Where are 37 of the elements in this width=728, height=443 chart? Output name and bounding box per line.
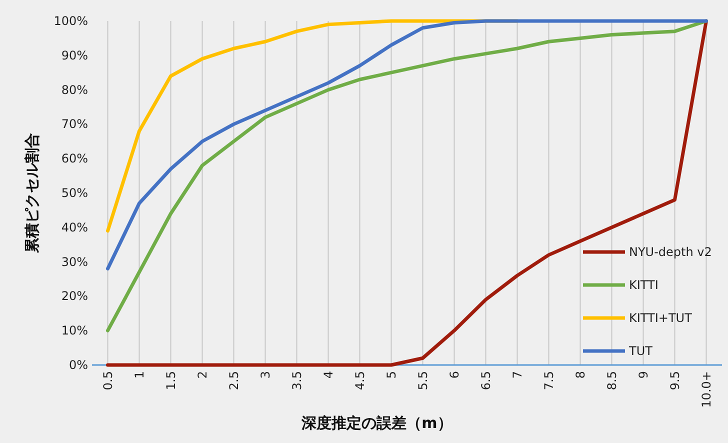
x-tick-label: 7.5 bbox=[542, 371, 556, 390]
x-tick-label: 2 bbox=[195, 371, 210, 379]
x-tick-label: 1.5 bbox=[164, 371, 178, 390]
x-tick-label: 9.5 bbox=[668, 371, 682, 390]
x-tick-label: 8.5 bbox=[604, 371, 619, 390]
legend-label: KITTI bbox=[629, 278, 658, 292]
x-tick-label: 6 bbox=[447, 371, 462, 379]
y-axis-title: 累積ピクセル割合 bbox=[23, 133, 41, 254]
y-tick-label: 30% bbox=[61, 254, 88, 269]
x-tick-label: 2.5 bbox=[226, 371, 241, 390]
y-tick-label: 60% bbox=[61, 152, 88, 166]
x-tick-label: 5 bbox=[384, 371, 398, 379]
legend-label: NYU-depth v2 bbox=[629, 245, 712, 259]
x-tick-label: 9 bbox=[636, 371, 650, 379]
x-tick-label: 1 bbox=[132, 371, 146, 379]
x-tick-label: 4.5 bbox=[352, 371, 367, 390]
x-tick-label: 3 bbox=[258, 371, 272, 379]
x-tick-label: 8 bbox=[573, 371, 588, 379]
y-tick-label: 100% bbox=[54, 14, 88, 28]
y-tick-label: 0% bbox=[68, 358, 88, 372]
legend-label: KITTI+TUT bbox=[629, 311, 693, 325]
x-tick-label: 10.0+ bbox=[699, 371, 714, 408]
y-tick-label: 10% bbox=[61, 324, 88, 338]
x-tick-label: 0.5 bbox=[100, 371, 115, 390]
x-tick-label: 7 bbox=[510, 371, 524, 379]
legend-label: TUT bbox=[628, 344, 654, 358]
y-tick-label: 90% bbox=[61, 48, 88, 62]
x-axis-title: 深度推定の誤差（m） bbox=[300, 414, 452, 432]
y-tick-label: 20% bbox=[61, 289, 88, 304]
y-tick-label: 70% bbox=[61, 117, 88, 132]
y-tick-label: 40% bbox=[61, 220, 88, 234]
x-tick-label: 3.5 bbox=[290, 371, 304, 390]
y-tick-label: 80% bbox=[61, 82, 88, 97]
x-tick-label: 5.5 bbox=[416, 371, 430, 390]
x-tick-label: 4 bbox=[321, 371, 336, 379]
x-tick-label: 6.5 bbox=[478, 371, 493, 390]
y-tick-label: 50% bbox=[61, 186, 88, 200]
